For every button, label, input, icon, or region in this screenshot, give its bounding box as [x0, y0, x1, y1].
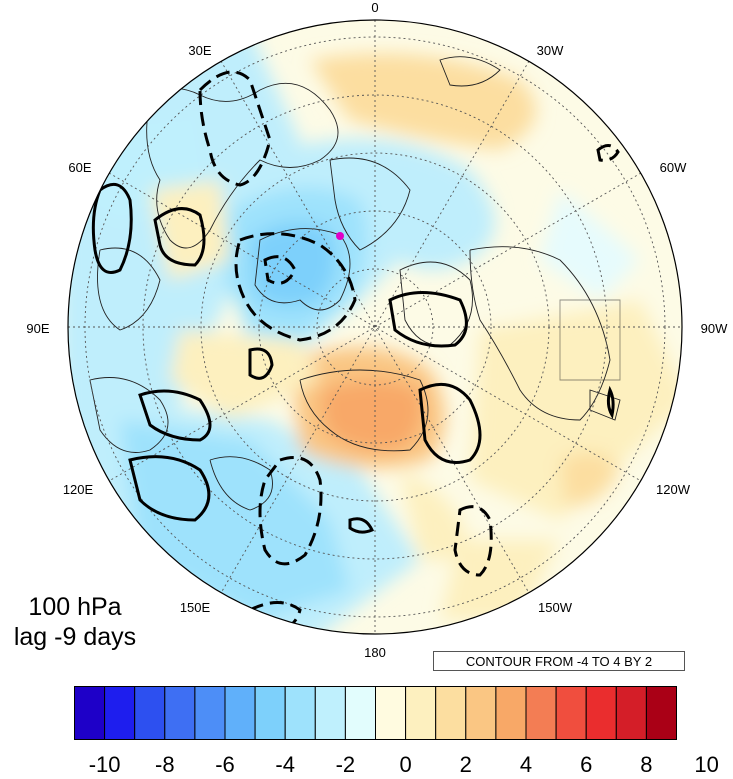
colorbar-box — [164, 686, 196, 740]
colorbar-box — [314, 686, 346, 740]
lag-label: lag -9 days — [13, 623, 137, 651]
colorbar-ticks: -10 -8 -6 -4 -2 0 2 4 6 8 10 — [89, 752, 719, 777]
coastlines — [89, 56, 621, 511]
colorbar-box — [254, 686, 286, 740]
colorbar-tick-label: 0 — [399, 752, 411, 777]
positive-contours — [91, 182, 615, 534]
contour-info-box: CONTOUR FROM -4 TO 4 BY 2 — [433, 651, 685, 671]
colorbar-box — [645, 686, 678, 740]
colorbar-box — [74, 686, 106, 740]
colorbar-box — [555, 686, 587, 740]
graticule — [68, 20, 682, 634]
colorbar-tick-label: 2 — [460, 752, 472, 777]
colorbar-boxes — [74, 686, 678, 740]
lon-label-120e: 120E — [63, 482, 94, 497]
colorbar-box — [224, 686, 256, 740]
colorbar-box — [435, 686, 467, 740]
colorbar-tick-label: -10 — [89, 752, 121, 777]
colorbar-box — [495, 686, 527, 740]
lon-label-150w: 150W — [538, 600, 573, 615]
lon-label-60e: 60E — [68, 160, 91, 175]
location-marker — [336, 232, 344, 240]
colorbar-box — [615, 686, 647, 740]
colorbar-tick-label: -2 — [336, 752, 356, 777]
lon-label-0: 0 — [371, 0, 378, 15]
colorbar-tick-label: 10 — [694, 752, 718, 777]
level-label: 100 hPa — [28, 593, 122, 621]
colorbar-box — [585, 686, 617, 740]
colorbar-box — [194, 686, 226, 740]
lon-label-60w: 60W — [660, 160, 687, 175]
map-boundary — [67, 19, 683, 635]
colorbar-tick-label: 6 — [580, 752, 592, 777]
colorbar — [74, 686, 678, 740]
colorbar-tick-label: 4 — [520, 752, 532, 777]
colorbar-tick-label: -6 — [215, 752, 235, 777]
lon-label-90e: 90E — [26, 321, 49, 336]
lon-label-90w: 90W — [701, 321, 728, 336]
lon-label-150e: 150E — [180, 600, 211, 615]
shaded-field — [68, 20, 682, 634]
colorbar-box — [104, 686, 136, 740]
colorbar-box — [375, 686, 407, 740]
colorbar-box — [465, 686, 497, 740]
lon-label-30e: 30E — [188, 43, 211, 58]
lon-label-30w: 30W — [537, 43, 564, 58]
colorbar-box — [525, 686, 557, 740]
lon-label-120w: 120W — [656, 482, 691, 497]
colorbar-tick-label: -4 — [275, 752, 295, 777]
colorbar-box — [405, 686, 437, 740]
colorbar-tick-label: -8 — [155, 752, 175, 777]
colorbar-box — [344, 686, 376, 740]
colorbar-tick-label: 8 — [640, 752, 652, 777]
lon-label-180: 180 — [364, 645, 386, 660]
contour-info-text: CONTOUR FROM -4 TO 4 BY 2 — [465, 653, 653, 669]
colorbar-box — [284, 686, 316, 740]
colorbar-box — [134, 686, 166, 740]
